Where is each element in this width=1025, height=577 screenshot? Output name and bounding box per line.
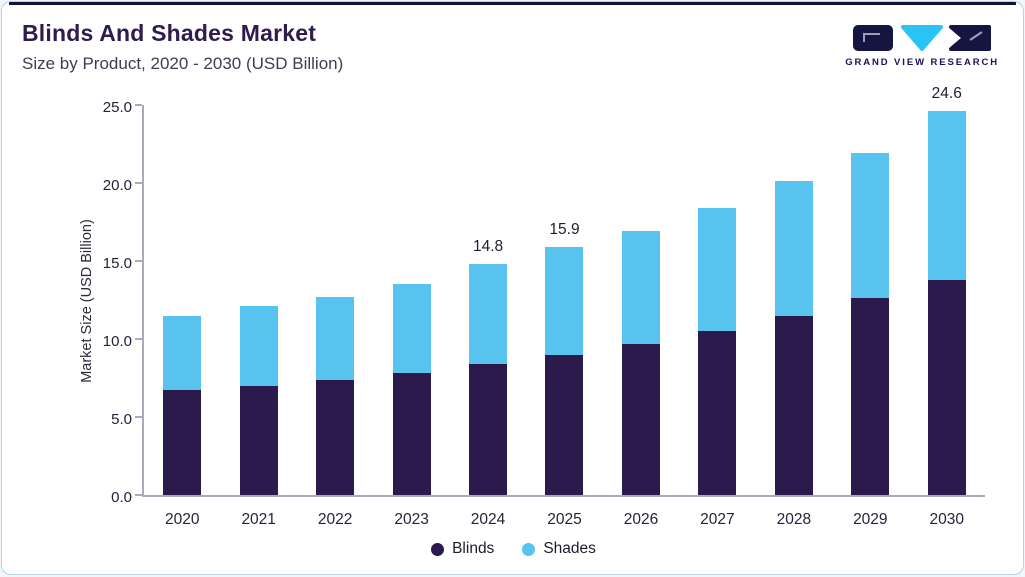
bar-slot-2030: 24.6 2030 bbox=[909, 85, 985, 528]
x-axis-label-2028: 2028 bbox=[776, 511, 812, 528]
bar-segment-shades-2029 bbox=[851, 153, 890, 299]
bar-segment-shades-2027 bbox=[698, 207, 737, 332]
x-axis-label-2027: 2027 bbox=[700, 511, 735, 528]
bar-segment-blinds-2028 bbox=[774, 315, 813, 495]
plot-area: 2020 2021 2022 2023 14.8 2024 15.9 2025 2026 2027… bbox=[135, 85, 985, 528]
bar-slot-2023: 2023 bbox=[373, 105, 449, 528]
x-axis-label-2022: 2022 bbox=[317, 511, 353, 528]
bar-segment-shades-2022 bbox=[316, 296, 355, 380]
bar-segment-blinds-2026 bbox=[621, 343, 660, 495]
y-axis-tickmark bbox=[135, 260, 142, 262]
bar-2030 bbox=[927, 111, 966, 495]
legend-label-shades: Shades bbox=[543, 540, 596, 557]
x-axis-label-2030: 2030 bbox=[929, 511, 964, 528]
x-axis-label-2021: 2021 bbox=[241, 511, 276, 528]
bar-slot-2026: 2026 bbox=[603, 105, 679, 528]
bar-segment-blinds-2022 bbox=[316, 379, 355, 495]
bar-segment-shades-2021 bbox=[239, 306, 278, 386]
legend-item-blinds: Blinds bbox=[431, 540, 494, 558]
x-axis-label-2029: 2029 bbox=[853, 511, 888, 528]
bar-slot-2021: 2021 bbox=[220, 105, 296, 528]
y-axis-tickmark bbox=[135, 416, 142, 418]
y-axis-ticks: 0.0 5.0 10.0 15.0 20.0 25.0 bbox=[86, 99, 132, 506]
x-axis-label-2024: 2024 bbox=[470, 511, 506, 528]
bar-2026 bbox=[621, 231, 660, 495]
bar-2027 bbox=[698, 207, 737, 495]
bar-2020 bbox=[163, 315, 202, 495]
bar-segment-blinds-2020 bbox=[163, 390, 202, 495]
bar-2022 bbox=[316, 296, 355, 495]
bar-segment-shades-2020 bbox=[163, 315, 202, 391]
bar-slot-2028: 2028 bbox=[756, 105, 832, 528]
bar-2025 bbox=[545, 246, 584, 495]
brand-logo-icon bbox=[853, 25, 992, 51]
bar-segment-blinds-2025 bbox=[545, 354, 584, 495]
y-axis-tick-5.0: 5.0 bbox=[111, 411, 132, 428]
bar-segment-shades-2025 bbox=[545, 246, 584, 355]
brand-logo: GRAND VIEW RESEARCH bbox=[845, 24, 999, 68]
value-label-2024: 14.8 bbox=[472, 238, 504, 256]
bar-segment-blinds-2023 bbox=[392, 373, 431, 495]
bar-slot-2025: 15.9 2025 bbox=[526, 105, 602, 528]
bar-segment-blinds-2021 bbox=[239, 385, 278, 495]
legend-dot-shades bbox=[522, 542, 536, 556]
brand-name: GRAND VIEW RESEARCH bbox=[845, 57, 999, 68]
y-axis-tick-15.0: 15.0 bbox=[102, 255, 132, 272]
y-axis-tickmark bbox=[135, 104, 142, 106]
value-label-2025: 15.9 bbox=[549, 220, 580, 238]
bar-2021 bbox=[239, 306, 278, 495]
y-axis-tick-25.0: 25.0 bbox=[102, 99, 132, 116]
bar-segment-blinds-2027 bbox=[698, 331, 737, 495]
bar-2023 bbox=[392, 284, 431, 495]
bar-2029 bbox=[851, 153, 890, 495]
bar-segment-shades-2024 bbox=[469, 264, 508, 364]
bar-segment-blinds-2030 bbox=[927, 279, 966, 495]
y-axis-tickmark bbox=[135, 182, 142, 184]
y-axis-tick-20.0: 20.0 bbox=[102, 177, 132, 194]
y-axis-tick-10.0: 10.0 bbox=[102, 333, 132, 350]
bar-slot-2020: 2020 bbox=[144, 105, 220, 528]
legend-item-shades: Shades bbox=[522, 540, 596, 558]
bar-segment-blinds-2024 bbox=[469, 363, 508, 495]
page-title: Blinds And Shades Market bbox=[22, 20, 317, 46]
page-subtitle: Size by Product, 2020 - 2030 (USD Billio… bbox=[22, 54, 344, 73]
bar-2024 bbox=[469, 264, 508, 495]
x-axis-label-2023: 2023 bbox=[394, 511, 429, 528]
bar-segment-shades-2026 bbox=[621, 231, 660, 344]
bar-slot-2027: 2027 bbox=[679, 105, 755, 528]
y-axis-tick-0.0: 0.0 bbox=[111, 489, 132, 506]
bar-segment-shades-2023 bbox=[392, 284, 431, 374]
value-label-2030: 24.6 bbox=[931, 85, 962, 103]
bar-segment-blinds-2029 bbox=[851, 298, 890, 495]
bar-slot-2029: 2029 bbox=[832, 105, 908, 528]
x-axis-label-2020: 2020 bbox=[164, 511, 200, 528]
bar-slot-2024: 14.8 2024 bbox=[450, 105, 526, 528]
y-axis-tickmark bbox=[135, 338, 142, 340]
bar-slot-2022: 2022 bbox=[297, 105, 373, 528]
legend-label-blinds: Blinds bbox=[452, 540, 495, 557]
legend-dot-blinds bbox=[431, 542, 445, 556]
x-axis-label-2026: 2026 bbox=[623, 511, 659, 528]
y-axis-tickmark bbox=[135, 494, 142, 496]
bar-2028 bbox=[774, 181, 813, 495]
bar-segment-shades-2028 bbox=[774, 181, 813, 316]
legend: Blinds Shades bbox=[92, 540, 935, 558]
x-axis-label-2025: 2025 bbox=[547, 511, 582, 528]
bar-segment-shades-2030 bbox=[927, 111, 966, 280]
